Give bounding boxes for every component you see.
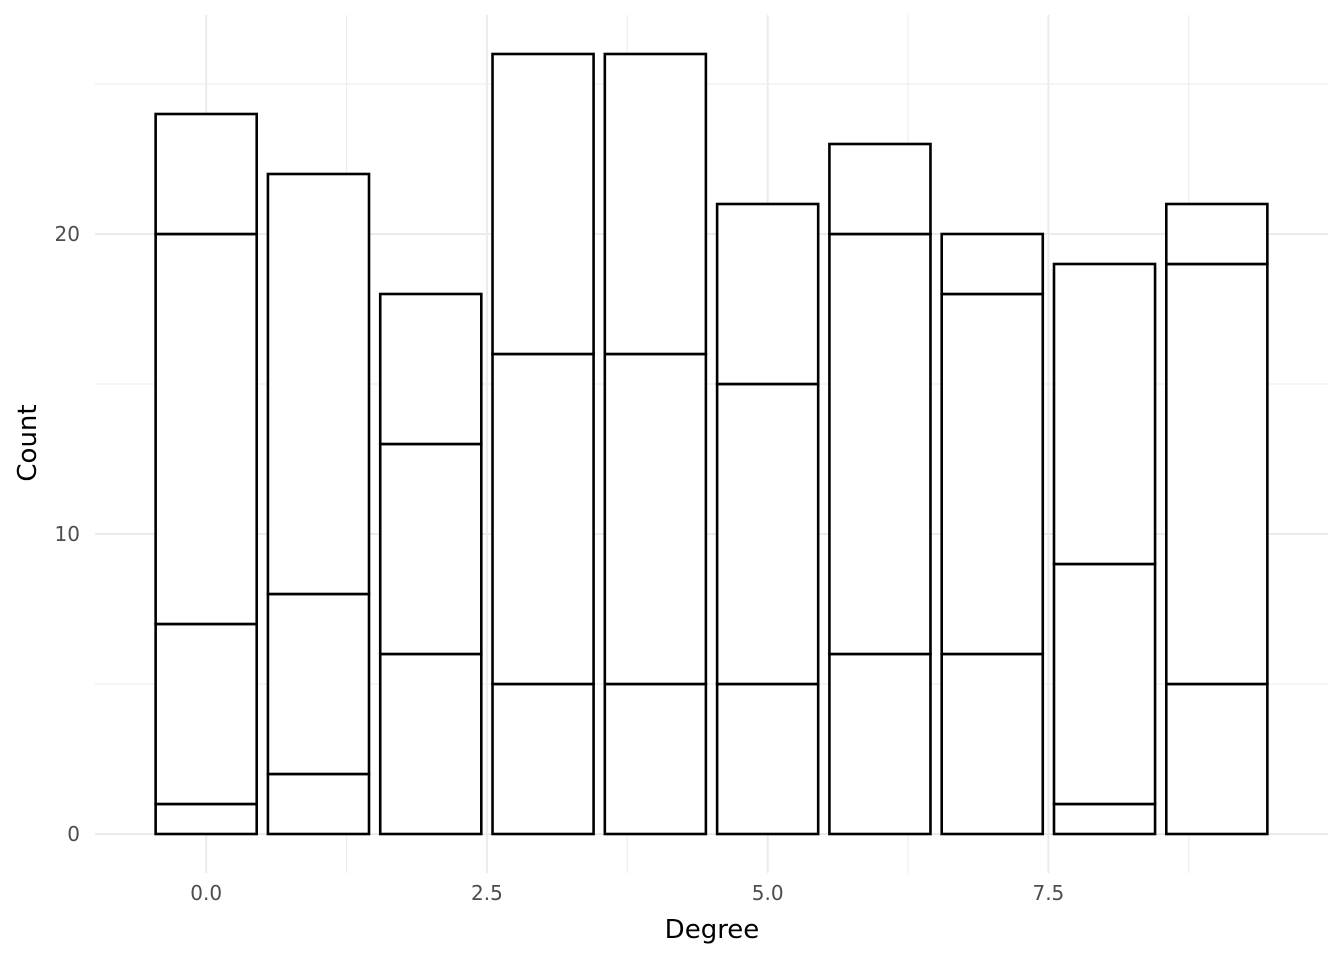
bar-segment [828, 652, 932, 836]
bar-segment [491, 52, 595, 356]
tick-labels: 0.0 2.5 5.0 7.5 0 10 20 [55, 222, 1065, 905]
bar-segment [603, 352, 708, 686]
x-tick-label: 5.0 [752, 881, 784, 905]
bar-stack [1164, 202, 1269, 836]
bar-segment [1052, 562, 1157, 806]
bar-segment [154, 112, 259, 236]
bar-segment [154, 802, 259, 836]
bar-segment [940, 292, 1045, 656]
bars [154, 52, 1269, 836]
bar-segment [715, 682, 820, 836]
y-axis-title: Count [13, 404, 43, 481]
bar-segment [378, 442, 483, 656]
bar-segment [378, 652, 483, 836]
bar-segment [491, 352, 595, 686]
bar-segment [378, 292, 483, 446]
bar-segment [715, 382, 820, 686]
bar-segment [828, 142, 932, 236]
bar-stack [940, 232, 1045, 836]
bar-stack [715, 202, 820, 836]
bar-segment [1164, 202, 1269, 266]
bar-segment [491, 682, 595, 836]
bar-stack [1052, 262, 1157, 836]
bar-segment [266, 172, 371, 596]
bar-stack [603, 52, 708, 836]
x-tick-label: 7.5 [1032, 881, 1064, 905]
bar-segment [715, 202, 820, 386]
x-axis-title: Degree [665, 915, 760, 945]
y-tick-label: 20 [55, 222, 80, 246]
y-tick-label: 10 [55, 522, 80, 546]
y-tick-label: 0 [67, 822, 80, 846]
bar-segment [603, 682, 708, 836]
bar-stack [154, 112, 259, 836]
bar-stack [378, 292, 483, 836]
bar-segment [266, 772, 371, 836]
bar-stack [828, 142, 932, 836]
bar-segment [266, 592, 371, 776]
bar-segment [828, 232, 932, 656]
bar-segment [940, 652, 1045, 836]
bar-segment [1164, 682, 1269, 836]
bar-segment [1164, 262, 1269, 686]
bar-segment [154, 622, 259, 806]
bar-segment [154, 232, 259, 626]
bar-segment [603, 52, 708, 356]
bar-stack [266, 172, 371, 836]
x-tick-label: 2.5 [471, 881, 503, 905]
bar-segment [940, 232, 1045, 296]
x-tick-label: 0.0 [190, 881, 222, 905]
bar-segment [1052, 802, 1157, 836]
bar-stack [491, 52, 595, 836]
bar-segment [1052, 262, 1157, 566]
